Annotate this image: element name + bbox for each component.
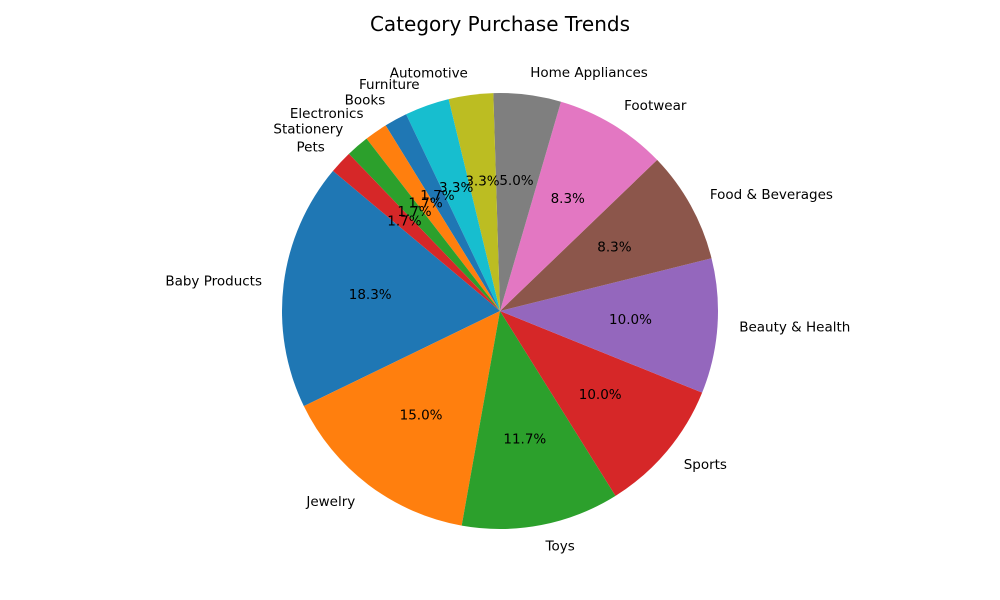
percent-label-baby-products: 18.3% (349, 287, 392, 303)
category-label-books: Books (345, 92, 386, 108)
pie-slice-beauty-health (500, 258, 718, 393)
percent-label-sports: 10.0% (579, 387, 622, 403)
category-label-beauty-health: Beauty & Health (739, 320, 850, 336)
category-label-stationery: Stationery (273, 122, 343, 138)
pie-slice-electronics (366, 125, 500, 311)
pie-slice-pets (333, 153, 500, 311)
category-label-electronics: Electronics (290, 106, 364, 122)
pie-slice-sports (500, 311, 703, 496)
category-label-food-beverages: Food & Beverages (710, 187, 833, 203)
pie-slice-food-beverages (500, 159, 712, 311)
category-label-toys: Toys (545, 538, 575, 554)
category-label-furniture: Furniture (359, 77, 420, 93)
category-label-automotive: Automotive (390, 65, 468, 81)
pie-slice-jewelry (303, 311, 500, 526)
category-labels-layer: Baby Products Jewelry Toys Sports Beauty & H… (165, 65, 850, 554)
category-label-pets: Pets (296, 139, 324, 155)
category-label-home-appliances: Home Appliances (530, 65, 648, 81)
percent-label-footwear: 8.3% (551, 191, 585, 207)
percent-labels-layer: 18.3%15.0%11.7%10.0%10.0%8.3%8.3%5.0%3.3… (349, 173, 652, 447)
category-label-jewelry: Jewelry (305, 494, 355, 510)
category-label-baby-products: Baby Products (165, 274, 262, 290)
percent-label-stationery: 1.7% (397, 204, 431, 220)
percent-label-food-beverages: 8.3% (597, 240, 631, 256)
pie-slice-furniture (406, 99, 500, 311)
pie-slice-automotive (448, 93, 500, 311)
pie-slice-books (385, 114, 500, 311)
pie-slice-home-appliances (493, 92, 561, 311)
percent-label-jewelry: 15.0% (400, 407, 443, 423)
pie-slice-stationery (348, 138, 500, 311)
percent-label-automotive: 3.3% (465, 173, 499, 189)
percent-label-electronics: 1.7% (408, 195, 442, 211)
percent-label-beauty-health: 10.0% (609, 312, 652, 328)
pie-slice-toys (461, 311, 616, 529)
pie-slice-baby-products (282, 170, 500, 407)
percent-label-furniture: 3.3% (439, 180, 473, 196)
chart-title: Category Purchase Trends (370, 12, 630, 36)
pie-slice-footwear (500, 101, 658, 311)
percent-label-toys: 11.7% (503, 431, 546, 447)
percent-label-books: 1.7% (420, 188, 454, 204)
percent-label-pets: 1.7% (387, 214, 421, 230)
category-label-sports: Sports (684, 457, 727, 473)
slices-layer (282, 92, 718, 529)
percent-label-home-appliances: 5.0% (499, 173, 533, 189)
category-label-footwear: Footwear (624, 98, 687, 114)
